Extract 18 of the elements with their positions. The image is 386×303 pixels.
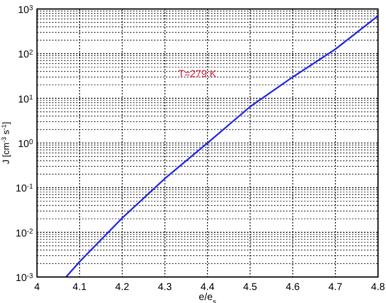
x-tick-label: 4.6	[286, 282, 300, 293]
y-tick-label: 10$^{3}$	[18, 4, 34, 16]
x-tick-label: 4.3	[158, 282, 172, 293]
y-tick-label: 10$^{0}$	[18, 138, 34, 150]
x-tick-label: 4	[34, 282, 40, 293]
y-tick-label: 10$^{-1}$	[16, 183, 34, 195]
x-tick-label: 4.1	[72, 282, 88, 293]
x-tick-label: 4.4	[200, 282, 215, 293]
y-tick-label: 10$^{-2}$	[16, 228, 34, 240]
x-tick-label: 4.5	[243, 282, 258, 293]
x-tick-label: 4.8	[371, 282, 386, 293]
y-tick-label: 10$^{2}$	[18, 49, 34, 61]
x-tick-label: 4.2	[115, 282, 130, 293]
y-tick-label: 10$^{1}$	[18, 94, 34, 106]
x-tick-label: 4.7	[328, 282, 343, 293]
line-series	[65, 15, 378, 277]
y-tick-label: 10$^{-3}$	[16, 272, 34, 284]
annotation: T=279 K	[178, 69, 217, 80]
